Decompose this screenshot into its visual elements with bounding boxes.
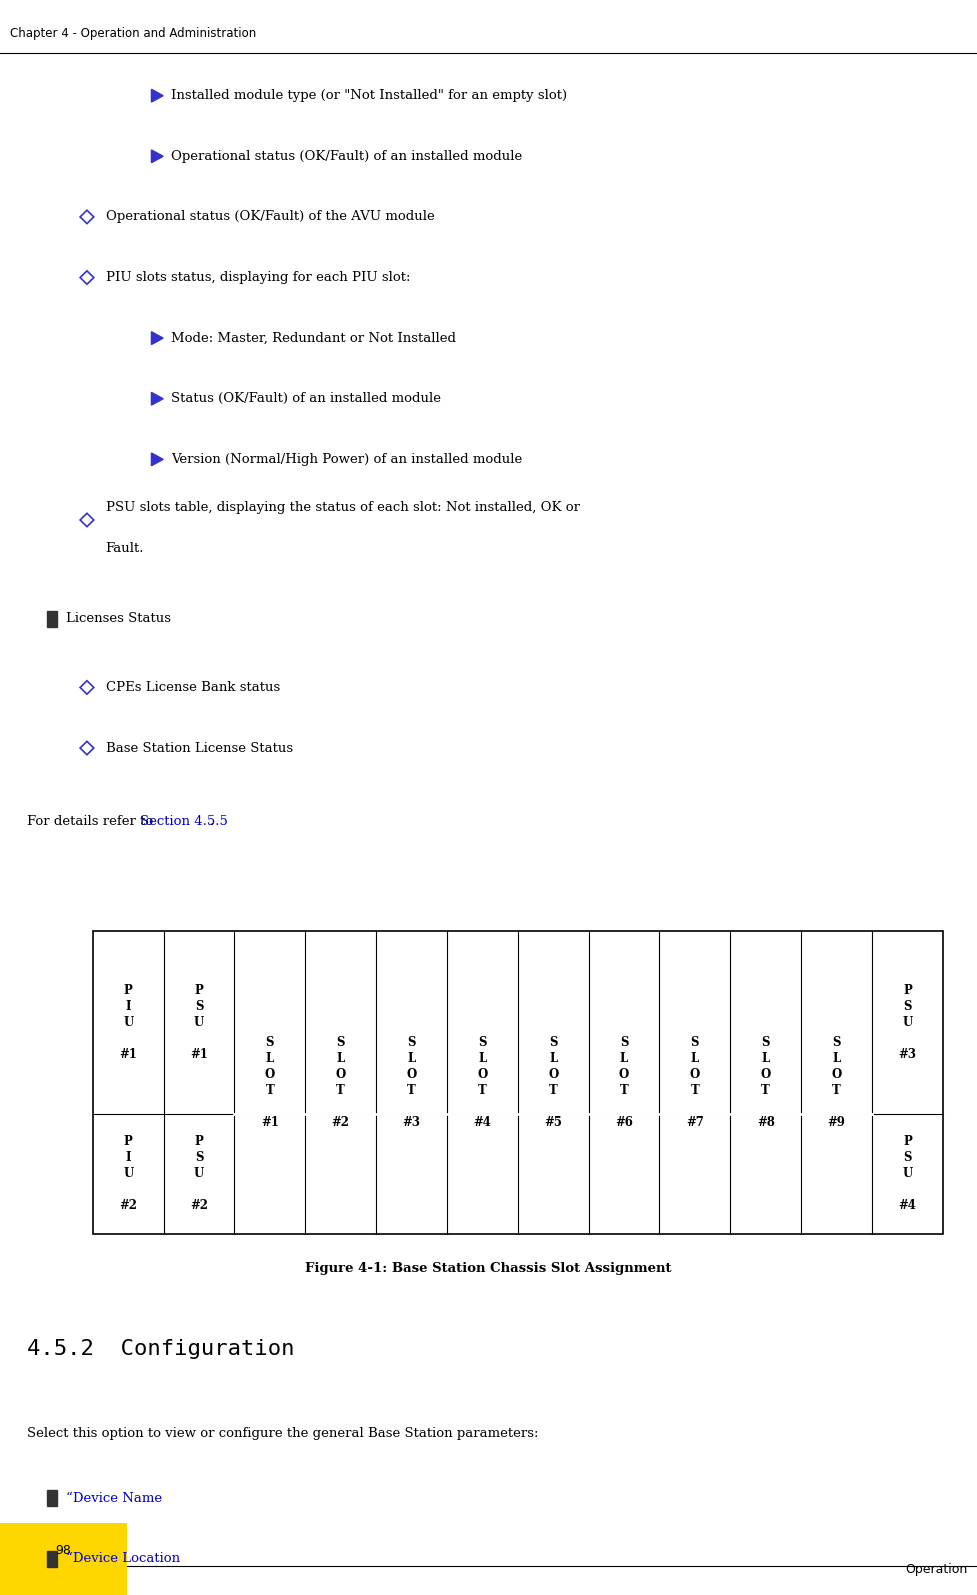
Text: .: . — [210, 815, 214, 828]
Polygon shape — [151, 89, 163, 102]
Polygon shape — [151, 392, 163, 405]
Text: P
S
U

#1: P S U #1 — [191, 984, 208, 1061]
Text: 98: 98 — [56, 1544, 71, 1557]
Text: Version (Normal/High Power) of an installed module: Version (Normal/High Power) of an instal… — [171, 453, 523, 466]
Text: CPEs License Bank status: CPEs License Bank status — [106, 681, 279, 694]
Text: P
S
U

#4: P S U #4 — [899, 1136, 916, 1212]
Text: S
L
O
T

#2: S L O T #2 — [332, 1035, 350, 1129]
Text: Fault.: Fault. — [106, 542, 144, 555]
Text: S
L
O
T

#3: S L O T #3 — [403, 1035, 420, 1129]
Text: Mode: Master, Redundant or Not Installed: Mode: Master, Redundant or Not Installed — [171, 332, 456, 345]
Text: Status (OK/Fault) of an installed module: Status (OK/Fault) of an installed module — [171, 392, 441, 405]
Text: S
L
O
T

#6: S L O T #6 — [616, 1035, 633, 1129]
Bar — [0, 1523, 127, 1595]
Bar — [47, 1550, 57, 1566]
Text: 4.5.2  Configuration: 4.5.2 Configuration — [27, 1338, 295, 1359]
Text: S
L
O
T

#1: S L O T #1 — [261, 1035, 278, 1129]
Bar — [47, 611, 57, 627]
Text: PIU slots status, displaying for each PIU slot:: PIU slots status, displaying for each PI… — [106, 271, 410, 284]
Text: Operation: Operation — [905, 1563, 967, 1576]
Text: P
S
U

#3: P S U #3 — [899, 984, 916, 1061]
Text: Section 4.5.5: Section 4.5.5 — [140, 815, 228, 828]
Bar — [47, 1490, 57, 1506]
Text: Select this option to view or configure the general Base Station parameters:: Select this option to view or configure … — [27, 1426, 539, 1440]
Text: Operational status (OK/Fault) of the AVU module: Operational status (OK/Fault) of the AVU… — [106, 211, 434, 223]
Text: Chapter 4 - Operation and Administration: Chapter 4 - Operation and Administration — [10, 27, 256, 40]
Text: Base Station License Status: Base Station License Status — [106, 742, 293, 754]
Text: “Device Name: “Device Name — [66, 1491, 162, 1504]
Text: S
L
O
T

#4: S L O T #4 — [474, 1035, 491, 1129]
Text: Figure 4-1: Base Station Chassis Slot Assignment: Figure 4-1: Base Station Chassis Slot As… — [305, 1262, 672, 1276]
Text: Installed module type (or "Not Installed" for an empty slot): Installed module type (or "Not Installed… — [171, 89, 567, 102]
Text: Operational status (OK/Fault) of an installed module: Operational status (OK/Fault) of an inst… — [171, 150, 523, 163]
Text: Licenses Status: Licenses Status — [66, 612, 171, 625]
Text: PSU slots table, displaying the status of each slot: Not installed, OK or: PSU slots table, displaying the status o… — [106, 501, 579, 514]
Text: S
L
O
T

#8: S L O T #8 — [757, 1035, 775, 1129]
Text: S
L
O
T

#7: S L O T #7 — [686, 1035, 703, 1129]
Text: P
I
U

#1: P I U #1 — [119, 984, 137, 1061]
Polygon shape — [151, 453, 163, 466]
Text: “Device Location: “Device Location — [66, 1552, 181, 1565]
Polygon shape — [151, 332, 163, 345]
Text: P
I
U

#2: P I U #2 — [119, 1136, 137, 1212]
Polygon shape — [151, 150, 163, 163]
Text: S
L
O
T

#5: S L O T #5 — [544, 1035, 562, 1129]
Text: For details refer to: For details refer to — [27, 815, 158, 828]
Text: P
S
U

#2: P S U #2 — [191, 1136, 208, 1212]
Bar — [93, 930, 943, 1233]
Text: S
L
O
T

#9: S L O T #9 — [828, 1035, 845, 1129]
